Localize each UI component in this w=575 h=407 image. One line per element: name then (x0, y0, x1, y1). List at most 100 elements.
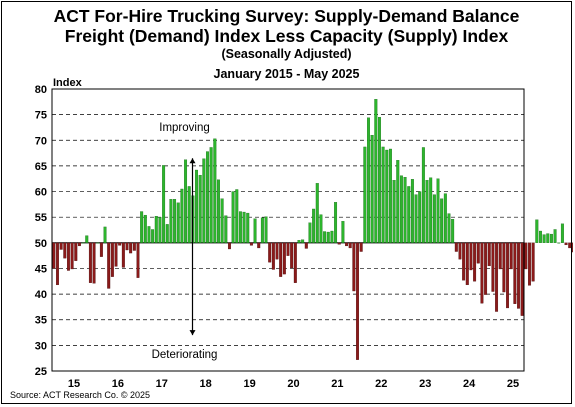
bar-61 (275, 242, 279, 260)
y-tick-label: 25 (35, 366, 47, 378)
x-tick-label: 20 (287, 378, 299, 390)
y-tick-label: 30 (35, 340, 47, 352)
bar-121 (495, 242, 499, 312)
bar-140 (564, 242, 568, 246)
bar-5 (70, 242, 74, 270)
bar-120 (491, 242, 495, 292)
y-tick-label: 35 (35, 315, 47, 327)
bar-30 (162, 165, 166, 243)
bar-80 (345, 242, 349, 247)
chart-period: January 2015 - May 2025 (213, 67, 360, 81)
bar-59 (268, 242, 272, 263)
arrow-down-icon (189, 330, 196, 336)
bar-110 (454, 242, 458, 252)
bar-84 (359, 242, 363, 252)
bar-111 (458, 242, 462, 260)
bar-92 (388, 148, 392, 243)
bar-139 (560, 223, 564, 243)
bar-98 (410, 179, 414, 243)
bar-81 (348, 242, 352, 249)
y-tick-label: 40 (35, 289, 47, 301)
bar-4 (66, 242, 70, 271)
bar-104 (432, 194, 436, 243)
bar-64 (286, 242, 290, 256)
bar-94 (396, 160, 400, 243)
bar-77 (334, 202, 338, 243)
bar-131 (531, 242, 535, 282)
bar-142 (571, 242, 573, 253)
chart-subtitle: (Seasonally Adjusted) (221, 47, 352, 61)
bar-62 (279, 242, 283, 277)
bar-113 (465, 242, 469, 286)
y-tick-label: 75 (35, 110, 47, 122)
bar-87 (370, 134, 374, 243)
bar-19 (121, 242, 125, 268)
y-tick-label: 50 (35, 238, 47, 250)
bar-126 (513, 242, 517, 304)
annotations: Improving Deteriorating (152, 122, 218, 361)
bar-24 (140, 211, 144, 243)
bar-93 (392, 180, 396, 243)
bar-35 (180, 188, 184, 243)
bars (52, 99, 573, 360)
bar-130 (528, 242, 531, 286)
bar-124 (506, 242, 510, 309)
bar-23 (136, 242, 140, 278)
bar-71 (312, 208, 316, 243)
bar-78 (337, 242, 341, 245)
source-note: Source: ACT Research Co. © 2025 (10, 390, 151, 400)
bar-11 (92, 242, 96, 284)
bar-14 (103, 226, 107, 243)
bar-48 (227, 242, 231, 250)
bar-122 (498, 242, 502, 270)
bar-10 (88, 242, 92, 283)
bar-99 (414, 194, 418, 243)
bar-74 (323, 231, 327, 243)
bar-90 (381, 146, 385, 243)
bar-53 (246, 212, 250, 243)
bar-100 (418, 191, 422, 243)
bar-83 (356, 242, 359, 360)
bar-133 (538, 230, 542, 243)
bar-42 (206, 151, 209, 243)
bar-129 (524, 242, 528, 270)
bar-50 (235, 189, 239, 243)
x-tick-label: 16 (112, 378, 124, 390)
bar-41 (202, 158, 206, 243)
bar-65 (290, 242, 294, 269)
bar-1 (56, 242, 59, 286)
bar-125 (509, 242, 513, 270)
bar-73 (319, 214, 323, 243)
y-tick-label: 45 (35, 263, 47, 275)
x-tick-label: 17 (156, 378, 168, 390)
bar-112 (462, 242, 466, 281)
bar-43 (209, 147, 213, 243)
bar-46 (220, 198, 224, 243)
bar-20 (125, 242, 129, 251)
bar-106 (440, 198, 444, 243)
annotation-deteriorating: Deteriorating (152, 349, 218, 361)
bar-3 (63, 242, 67, 259)
bar-15 (107, 242, 111, 289)
bar-52 (242, 211, 246, 243)
bar-123 (502, 242, 506, 293)
arrow-up-icon (189, 158, 196, 164)
bar-8 (81, 242, 85, 244)
bar-109 (451, 219, 455, 243)
y-tick-label: 70 (35, 135, 47, 147)
bar-63 (282, 242, 286, 275)
bar-31 (165, 224, 169, 243)
bar-101 (421, 147, 425, 243)
bar-76 (330, 230, 334, 243)
bar-89 (378, 117, 381, 243)
bar-57 (260, 217, 264, 243)
y-tick-label: 55 (35, 212, 47, 224)
bar-118 (484, 242, 488, 295)
x-tick-label: 19 (243, 378, 255, 390)
bar-114 (469, 242, 473, 271)
chart-title-line1: ACT For-Hire Trucking Survey: Supply-Dem… (53, 6, 520, 26)
bar-134 (542, 234, 546, 243)
bar-107 (443, 193, 447, 243)
x-tick-label: 23 (419, 378, 431, 390)
